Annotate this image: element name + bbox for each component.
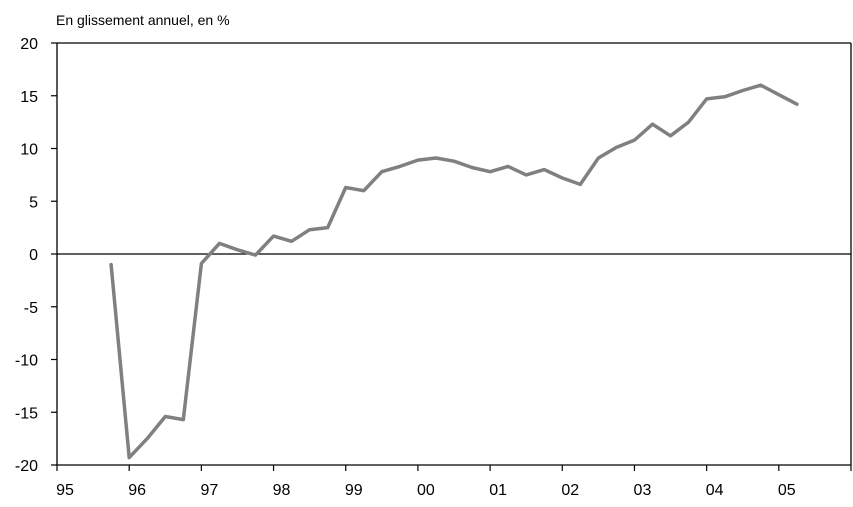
plot-frame xyxy=(56,42,852,466)
y-tick-label: -10 xyxy=(15,353,38,370)
series-layer xyxy=(109,83,799,460)
y-tick-label: 15 xyxy=(20,89,38,106)
y-tick-label: 20 xyxy=(20,36,38,53)
x-tick-label: 05 xyxy=(778,482,796,499)
x-axis: 95 96 97 98 99 00 01 02 03 04 05 xyxy=(56,465,852,499)
x-tick-label: 97 xyxy=(200,482,218,499)
series-line xyxy=(109,83,799,460)
x-tick-label: 96 xyxy=(128,482,146,499)
x-tick-label: 00 xyxy=(417,482,435,499)
y-tick-label: 0 xyxy=(29,247,38,264)
x-tick-label: 95 xyxy=(56,482,74,499)
x-tick-label: 02 xyxy=(561,482,579,499)
x-tick-label: 04 xyxy=(706,482,724,499)
x-tick-label: 03 xyxy=(634,482,652,499)
x-tick-label: 98 xyxy=(273,482,291,499)
y-axis: 20 15 10 5 0 -5 -10 -15 -20 xyxy=(15,36,57,475)
y-tick-label: -20 xyxy=(15,458,38,475)
unit-label: En glissement annuel, en % xyxy=(56,12,230,28)
x-tick-label: 99 xyxy=(345,482,363,499)
y-tick-label: -5 xyxy=(24,300,38,317)
y-tick-label: -15 xyxy=(15,405,38,422)
y-tick-label: 10 xyxy=(20,142,38,159)
x-tick-label: 01 xyxy=(489,482,507,499)
y-tick-label: 5 xyxy=(29,194,38,211)
